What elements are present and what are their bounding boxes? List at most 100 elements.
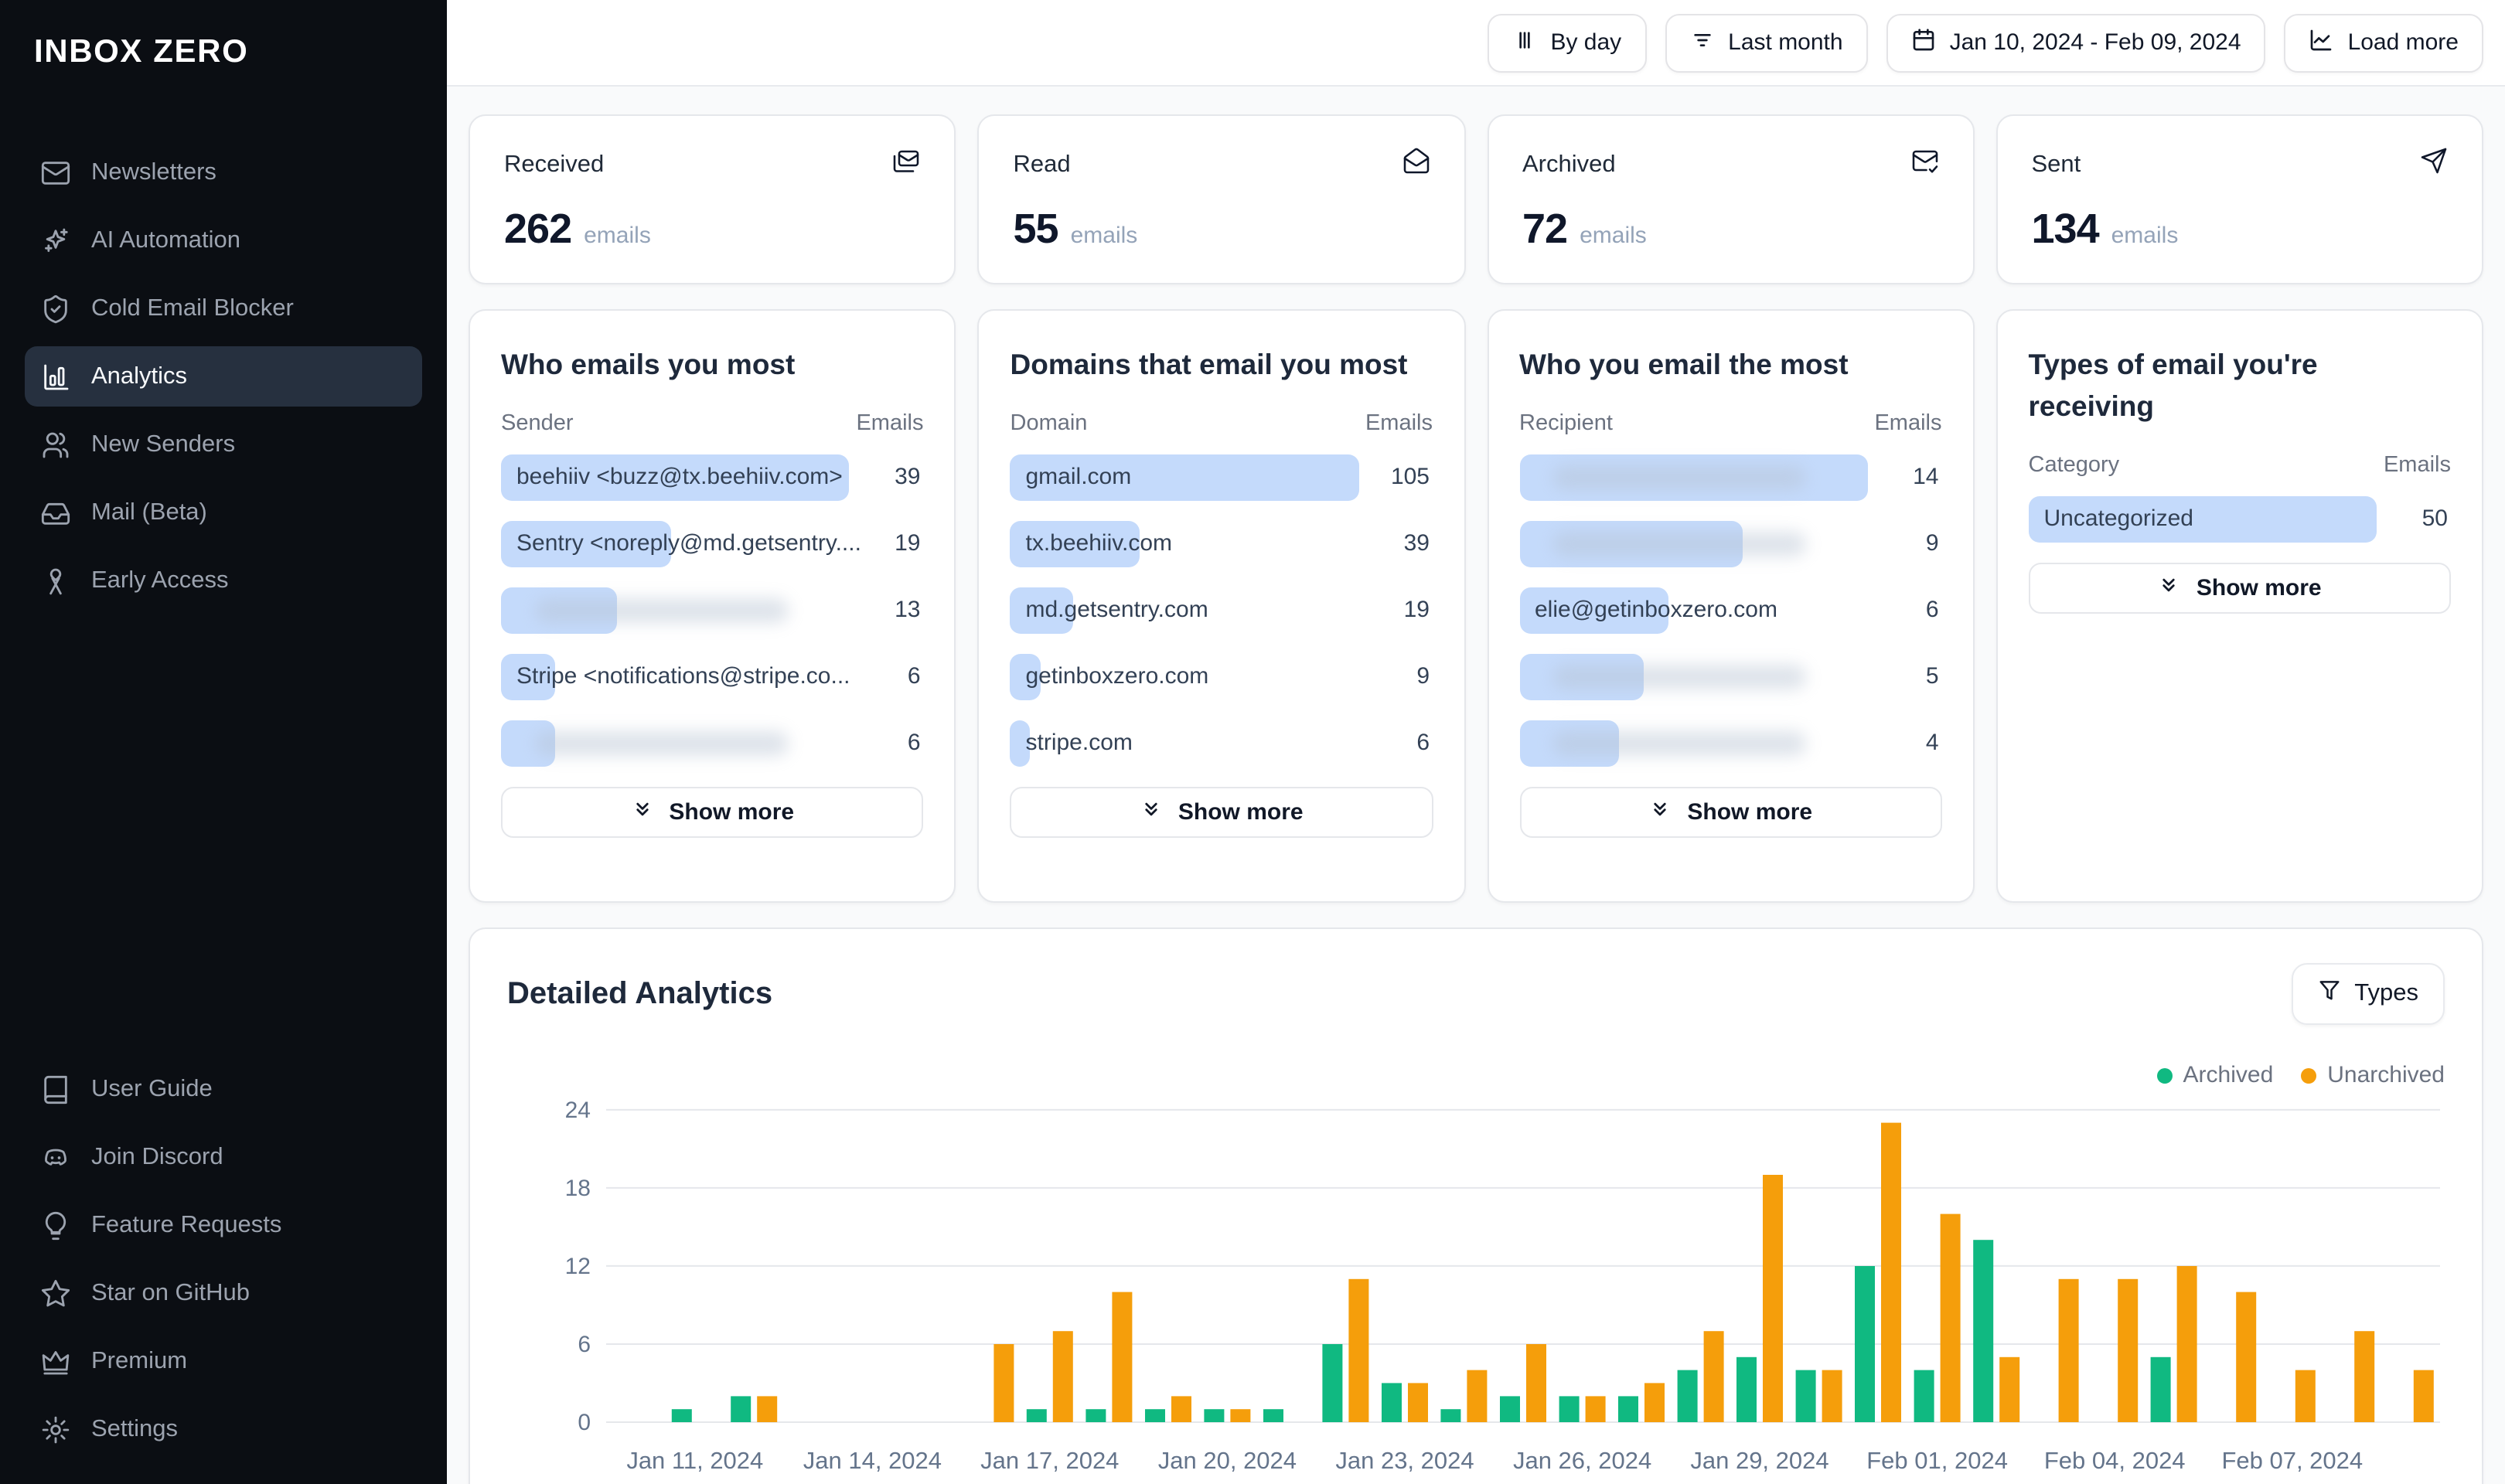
- summary-cards-row: Who emails you most Sender Emails beehiiv <…: [469, 309, 2483, 903]
- stat-label: Read: [1013, 151, 1071, 177]
- legend-label: Archived: [2183, 1062, 2274, 1088]
- columns-icon: [1512, 27, 1536, 58]
- row-value: 50: [2422, 505, 2448, 532]
- content: Received 262 emails Read 55 emails Archi…: [447, 87, 2505, 1484]
- svg-text:Jan 26, 2024: Jan 26, 2024: [1513, 1447, 1651, 1474]
- table-row: getinboxzero.com 9: [1010, 653, 1433, 700]
- sidebar-item-label: Cold Email Blocker: [91, 294, 294, 321]
- send-icon: [2420, 147, 2448, 182]
- row-value: 105: [1390, 463, 1430, 490]
- row-value: 19: [1403, 596, 1430, 623]
- show-more-button[interactable]: Show more: [2028, 562, 2451, 614]
- show-more-button[interactable]: Show more: [501, 786, 924, 838]
- row-label: tx.beehiiv.com: [1025, 529, 1173, 556]
- card-title: Who emails you most: [501, 348, 796, 380]
- sidebar-item-label: New Senders: [91, 431, 236, 457]
- detailed-analytics-chart[interactable]: 0 6 12 18 24 Jan 11, 2024 Jan 14, 2024 Jan 17, …: [507, 1094, 2445, 1484]
- show-more-button[interactable]: Show more: [1010, 786, 1433, 838]
- detailed-analytics-title: Detailed Analytics: [507, 976, 773, 1010]
- calendar-icon: [1911, 27, 1936, 58]
- sidebar-item-join-discord[interactable]: Join Discord: [25, 1127, 422, 1187]
- svg-text:Jan 17, 2024: Jan 17, 2024: [980, 1447, 1119, 1474]
- column-header: Emails: [2383, 452, 2451, 478]
- show-more-button[interactable]: Show more: [1519, 786, 1942, 838]
- sidebar-item-label: Mail (Beta): [91, 499, 207, 525]
- sidebar-item-star-on-github[interactable]: Star on GitHub: [25, 1263, 422, 1323]
- main-area: By day Last month Jan 10, 2024 - Feb 09, 2…: [447, 0, 2505, 1484]
- row-label: gmail.com: [1025, 463, 1132, 490]
- row-label: beehiiv <buzz@tx.beehiiv.com>: [516, 463, 843, 490]
- inbox-icon: [40, 497, 71, 528]
- stat-card-read: Read 55 emails: [977, 114, 1465, 284]
- sidebar-item-analytics[interactable]: Analytics: [25, 346, 422, 407]
- table-header: Recipient Emails: [1519, 411, 1942, 436]
- row-bar: [1519, 587, 1669, 634]
- load-more-button[interactable]: Load more: [2284, 13, 2483, 72]
- column-header: Emails: [856, 410, 924, 436]
- sidebar-item-ai-automation[interactable]: AI Automation: [25, 210, 422, 271]
- sidebar-item-settings[interactable]: Settings: [25, 1399, 422, 1459]
- discord-icon: [40, 1142, 71, 1173]
- card-who-you-email-the-most: Who you email the most Recipient Emails 14 9…: [1487, 309, 1975, 903]
- chevrons-down-icon: [1648, 798, 1672, 827]
- sidebar-item-cold-email-blocker[interactable]: Cold Email Blocker: [25, 278, 422, 339]
- sidebar-item-mail-beta[interactable]: Mail (Beta): [25, 482, 422, 543]
- row-bar: [1010, 587, 1074, 634]
- sidebar-item-feature-requests[interactable]: Feature Requests: [25, 1195, 422, 1255]
- svg-text:Feb 04, 2024: Feb 04, 2024: [2044, 1447, 2186, 1474]
- sidebar-bottom-nav: User Guide Join Discord Feature Requests St…: [0, 1059, 447, 1459]
- redacted-text-blur: [1552, 531, 1807, 556]
- sidebar-item-premium[interactable]: Premium: [25, 1331, 422, 1391]
- sidebar-item-early-access[interactable]: Early Access: [25, 550, 422, 611]
- sidebar-item-label: AI Automation: [91, 226, 241, 253]
- column-header: Category: [2028, 452, 2120, 478]
- show-more-label: Show more: [1178, 798, 1304, 825]
- sidebar-item-user-guide[interactable]: User Guide: [25, 1059, 422, 1119]
- table-header: Domain Emails: [1011, 411, 1433, 436]
- row-bar: [501, 520, 671, 567]
- button-label: Last month: [1728, 29, 1843, 56]
- svg-text:Jan 14, 2024: Jan 14, 2024: [803, 1447, 942, 1474]
- row-bar: [1519, 653, 1644, 700]
- sidebar-item-label: Settings: [91, 1415, 179, 1441]
- show-more-label: Show more: [669, 798, 795, 825]
- card-types-of-email-you-re-receiving: Types of email you're receiving Category E…: [1995, 309, 2483, 903]
- sidebar-item-label: Premium: [91, 1347, 188, 1373]
- row-bar: [501, 454, 850, 501]
- filter-lines-icon: [1689, 27, 1714, 58]
- table-row: Uncategorized 50: [2028, 495, 2452, 543]
- by-day-button[interactable]: By day: [1487, 13, 1647, 72]
- svg-text:Feb 07, 2024: Feb 07, 2024: [2221, 1447, 2363, 1474]
- row-bar: [1010, 653, 1041, 700]
- row-value: 19: [895, 529, 921, 556]
- svg-text:Jan 29, 2024: Jan 29, 2024: [1690, 1447, 1828, 1474]
- card-title: Domains that email you most: [1010, 348, 1408, 380]
- svg-text:12: 12: [565, 1254, 591, 1279]
- topbar: By day Last month Jan 10, 2024 - Feb 09, 2…: [447, 0, 2505, 87]
- sidebar-item-label: Newsletters: [91, 158, 216, 185]
- stat-unit: emails: [1580, 223, 1647, 249]
- table-row: gmail.com 105: [1010, 454, 1433, 501]
- chevrons-down-icon: [630, 798, 653, 827]
- jan-10-2024-feb-09-2024-button[interactable]: Jan 10, 2024 - Feb 09, 2024: [1886, 13, 2266, 72]
- svg-text:18: 18: [565, 1176, 591, 1201]
- table-row: 9: [1519, 520, 1942, 567]
- gear-icon: [40, 1414, 71, 1445]
- stats-row: Received 262 emails Read 55 emails Archi…: [469, 114, 2483, 284]
- column-header: Sender: [501, 410, 574, 436]
- last-month-button[interactable]: Last month: [1665, 13, 1868, 72]
- stat-label: Sent: [2031, 151, 2081, 177]
- sidebar-spacer: [0, 611, 447, 1059]
- mail-check-icon: [1911, 147, 1939, 182]
- types-filter-button[interactable]: Types: [2291, 963, 2445, 1025]
- sparkles-icon: [40, 225, 71, 256]
- row-bar: [2028, 495, 2377, 543]
- row-bar: [1519, 520, 1743, 567]
- row-value: 9: [1925, 529, 1939, 556]
- stat-unit: emails: [1070, 223, 1138, 249]
- sidebar-item-newsletters[interactable]: Newsletters: [25, 142, 422, 203]
- column-header: Emails: [1874, 410, 1942, 436]
- sidebar-item-new-senders[interactable]: New Senders: [25, 414, 422, 475]
- sidebar-item-label: Feature Requests: [91, 1211, 282, 1237]
